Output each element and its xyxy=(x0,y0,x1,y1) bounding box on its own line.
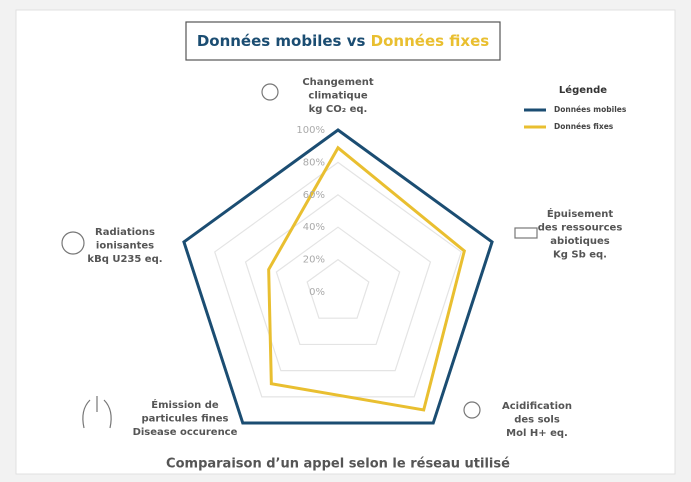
axis-label-line: kg CO₂ eq. xyxy=(309,104,368,115)
legend-label: Données fixes xyxy=(554,122,614,131)
grid-ring xyxy=(275,226,401,346)
r-tick-label: 100% xyxy=(296,125,325,136)
series-polygon xyxy=(267,145,467,412)
axis-label: Radiations ionisantes kBq U235 eq. xyxy=(87,227,162,265)
icon xyxy=(463,401,481,419)
icon xyxy=(61,231,85,255)
axis-label-line: Épuisement xyxy=(547,207,614,220)
icons xyxy=(61,83,538,429)
axis-label-line: des ressources xyxy=(538,223,623,234)
axis-label-line: Disease occurence xyxy=(133,427,238,438)
r-tick-label: 20% xyxy=(303,255,325,266)
axis-label-line: particules fines xyxy=(141,414,228,425)
axis-label-line: Acidification xyxy=(502,401,572,412)
icon xyxy=(261,83,279,101)
axis-label-line: des sols xyxy=(514,415,560,426)
axis-label-line: kBq U235 eq. xyxy=(87,254,162,265)
axis-label-line: Kg Sb eq. xyxy=(553,250,607,261)
grid-ring xyxy=(214,161,462,398)
axis-label-line: Émission de xyxy=(151,398,219,411)
axis-label: Épuisement des ressources abiotiques Kg Sb … xyxy=(538,207,623,261)
subtitle: Comparaison d’un appel selon le réseau u… xyxy=(166,457,510,472)
axis-label: Acidification des sols Mol H+ eq. xyxy=(502,401,572,439)
axis-label-line: Changement xyxy=(302,77,374,88)
title-part: Données fixes xyxy=(371,32,490,50)
title-part: Données mobiles xyxy=(197,32,342,50)
series-polygon xyxy=(182,128,494,425)
chart-title: Données mobiles vs Données fixes xyxy=(197,32,489,50)
axis-label: Changement climatique kg CO₂ eq. xyxy=(302,77,374,115)
grid-ring xyxy=(306,258,370,319)
axis-label: Émission de particules fines Disease occur… xyxy=(133,398,238,438)
axis-label-line: ionisantes xyxy=(96,241,154,252)
title-box xyxy=(185,21,501,61)
r-tick-label: 40% xyxy=(303,222,325,233)
axis-label-line: Mol H+ eq. xyxy=(506,428,568,439)
r-tick-label: 60% xyxy=(303,190,325,201)
r-tick-label: 0% xyxy=(309,287,325,298)
axis-label-line: abiotiques xyxy=(550,236,609,247)
r-tick-label: 80% xyxy=(303,157,325,168)
icon xyxy=(82,396,112,429)
legend-label: Données mobiles xyxy=(554,105,627,114)
legend-title: Légende xyxy=(559,84,607,96)
grid-ring xyxy=(244,194,432,372)
axis-label-line: Radiations xyxy=(95,227,155,238)
icon xyxy=(514,227,538,239)
title-part: vs xyxy=(347,32,366,50)
axis-label-line: climatique xyxy=(308,91,367,102)
